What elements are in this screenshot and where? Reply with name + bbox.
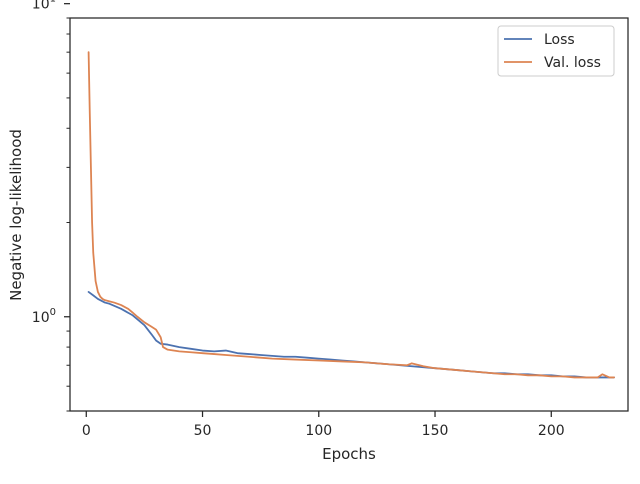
x-tick-label-150: 150 [422,423,449,439]
y-tick-label-1: 100 [32,307,56,326]
x-axis-label: Epochs [322,445,376,463]
x-tick-label-50: 50 [194,423,212,439]
series-line-val-loss [87,51,615,379]
series-line-loss [87,291,615,379]
legend-label-loss: Loss [544,32,575,48]
x-tick-label-200: 200 [538,423,565,439]
x-tick-label-100: 100 [305,423,332,439]
y-axis-label: Negative log-likelihood [7,129,25,301]
legend: Loss Val. loss [497,25,615,77]
y-tick-label-10: 101 [32,0,56,13]
plot-layer [87,51,615,379]
x-tick-label-0: 0 [82,423,91,439]
plot-frame [69,17,629,412]
legend-label-val-loss: Val. loss [544,55,601,71]
